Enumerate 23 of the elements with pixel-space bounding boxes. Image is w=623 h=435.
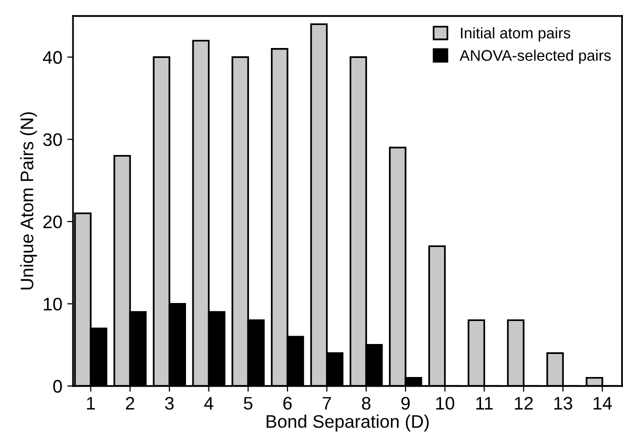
x-tick-label: 7 <box>322 397 331 410</box>
y-tick-label: 20 <box>43 215 62 228</box>
x-tick-label: 9 <box>401 396 410 410</box>
x-tick-label: 10 <box>436 396 454 410</box>
y-axis-title: Unique Atom Pairs (N) <box>20 112 37 290</box>
y-tick-label: 40 <box>42 51 62 64</box>
x-tick-label: 12 <box>514 396 533 410</box>
x-tick-label: 14 <box>594 397 612 410</box>
x-tick-label: 5 <box>244 397 252 410</box>
y-tick-label: 0 <box>53 380 62 393</box>
x-tick-label: 3 <box>165 396 174 410</box>
x-tick-label: 13 <box>554 396 572 410</box>
x-tick-label: 8 <box>362 396 370 410</box>
x-tick-label: 1 <box>87 397 95 410</box>
x-axis-title: Bond Separation (D) <box>266 414 429 432</box>
x-tick-label: 4 <box>204 397 214 410</box>
legend-label: ANOVA-selected pairs <box>460 50 611 64</box>
y-tick-label: 30 <box>43 133 62 146</box>
legend-label: Initial atom pairs <box>461 27 570 42</box>
x-tick-label: 2 <box>126 396 134 410</box>
x-tick-label: 11 <box>476 397 493 410</box>
y-tick-label: 10 <box>44 298 62 310</box>
x-tick-label: 6 <box>283 396 292 410</box>
